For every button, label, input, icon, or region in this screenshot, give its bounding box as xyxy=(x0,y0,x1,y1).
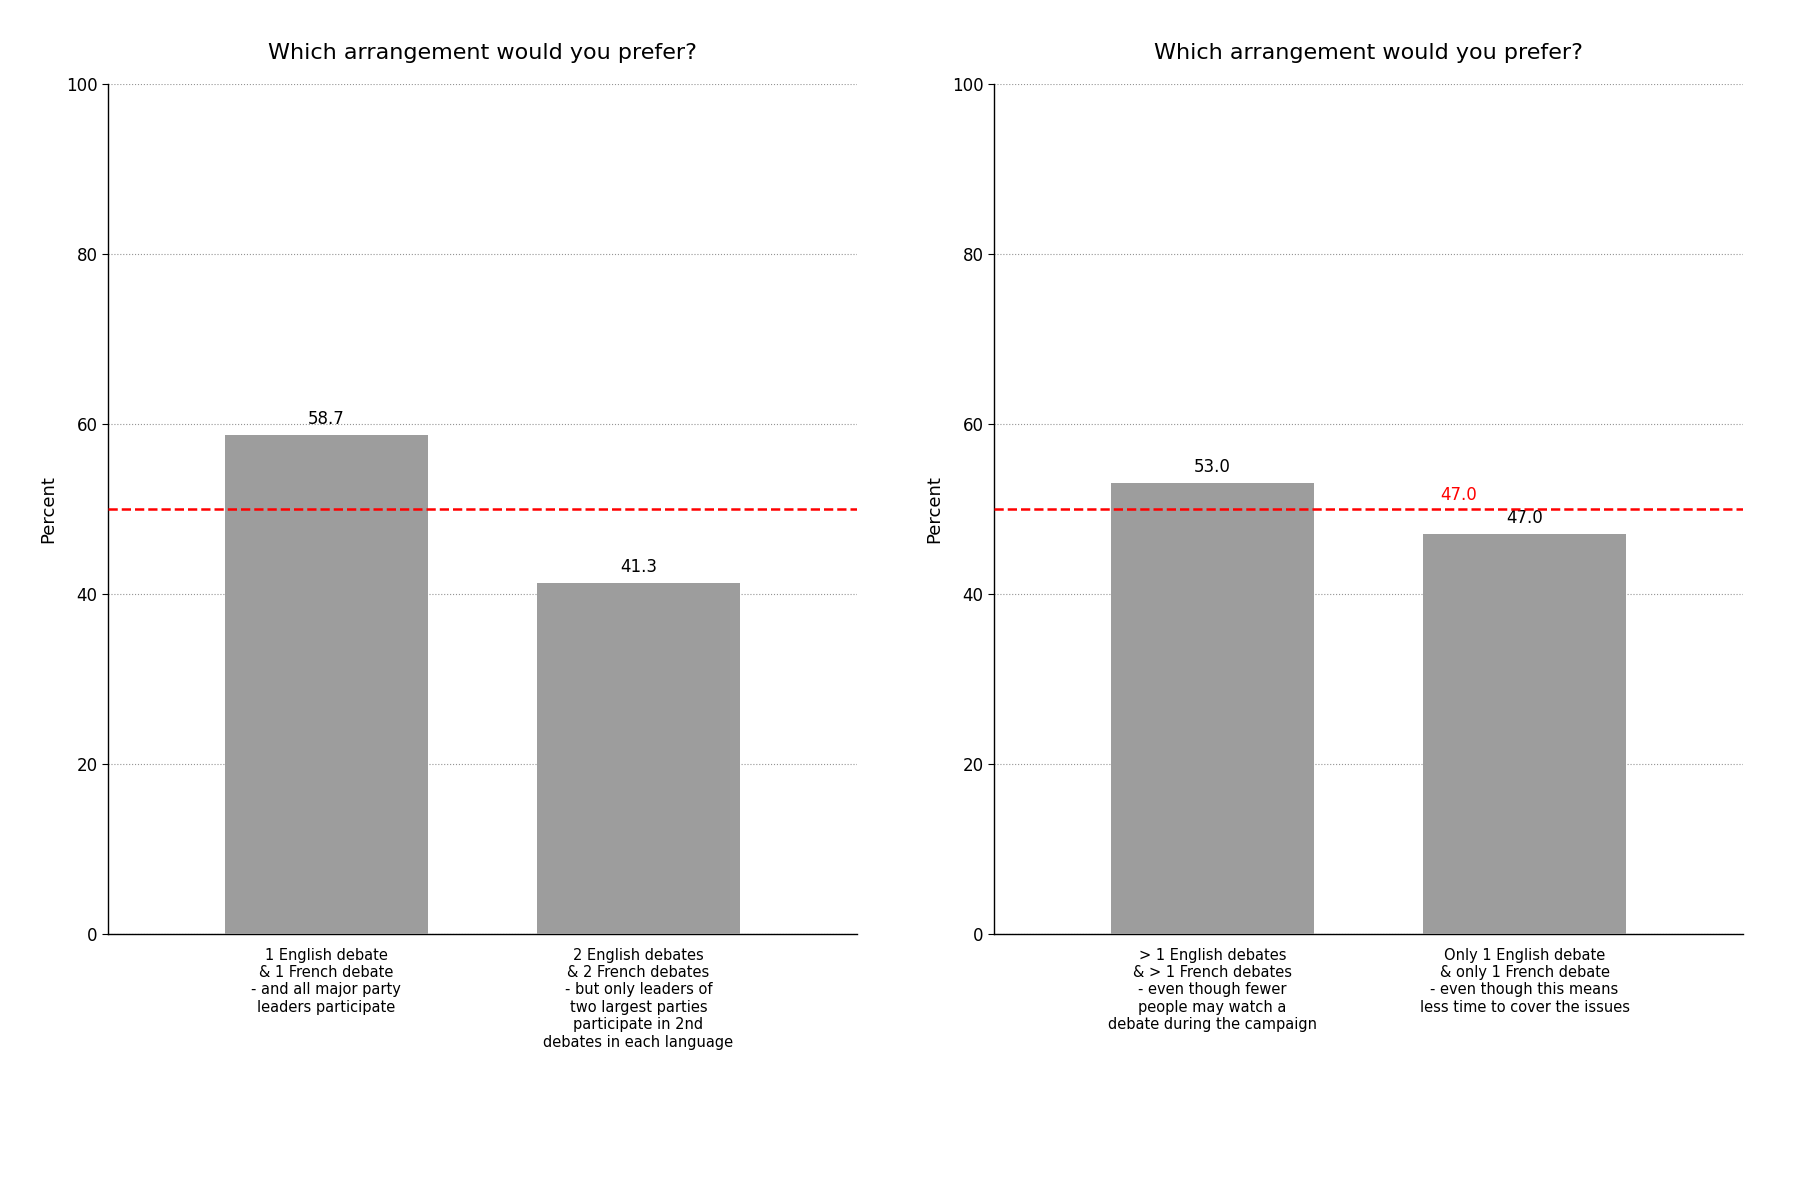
Text: 58.7: 58.7 xyxy=(307,411,345,429)
Bar xyxy=(1111,484,1314,934)
Title: Which arrangement would you prefer?: Which arrangement would you prefer? xyxy=(268,43,697,62)
Text: 41.3: 41.3 xyxy=(620,558,658,576)
Bar xyxy=(225,435,428,934)
Bar xyxy=(537,583,740,934)
Text: 53.0: 53.0 xyxy=(1193,458,1231,476)
Text: 47.0: 47.0 xyxy=(1441,486,1477,504)
Y-axis label: Percent: Percent xyxy=(40,475,58,542)
Text: 47.0: 47.0 xyxy=(1506,510,1544,528)
Y-axis label: Percent: Percent xyxy=(925,475,943,542)
Title: Which arrangement would you prefer?: Which arrangement would you prefer? xyxy=(1154,43,1583,62)
Bar xyxy=(1423,534,1626,934)
